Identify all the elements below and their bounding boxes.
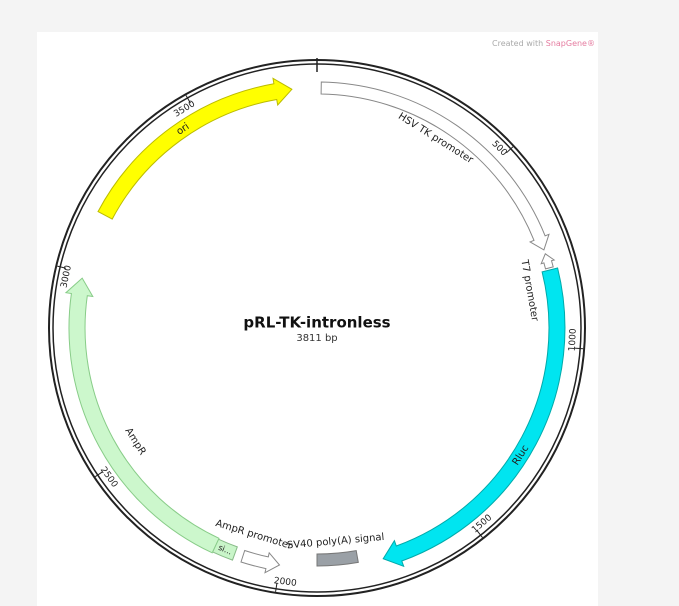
tick-mark xyxy=(185,95,191,104)
feature xyxy=(316,550,359,567)
tick-mark xyxy=(275,582,278,592)
tick-label: 1000 xyxy=(568,328,579,352)
tick-mark xyxy=(574,347,584,350)
plasmid-name: pRL-TK-intronless xyxy=(243,314,390,332)
feature xyxy=(240,549,281,574)
tick-mark xyxy=(476,530,483,538)
feature xyxy=(64,277,220,554)
watermark-prefix: Created with xyxy=(492,39,543,48)
watermark: Created with SnapGene® xyxy=(492,39,595,48)
tick-label: 3000 xyxy=(60,264,74,289)
tick-mark xyxy=(57,265,67,269)
tick-label: 2000 xyxy=(273,576,297,589)
feature xyxy=(320,81,550,251)
watermark-brand: SnapGene® xyxy=(546,39,595,48)
feature xyxy=(97,77,293,220)
feature xyxy=(540,253,556,270)
panel xyxy=(37,32,598,606)
plasmid-size: 3811 bp xyxy=(296,333,337,344)
feature xyxy=(382,267,566,568)
tick-mark xyxy=(94,471,103,478)
tick-mark xyxy=(506,146,514,154)
